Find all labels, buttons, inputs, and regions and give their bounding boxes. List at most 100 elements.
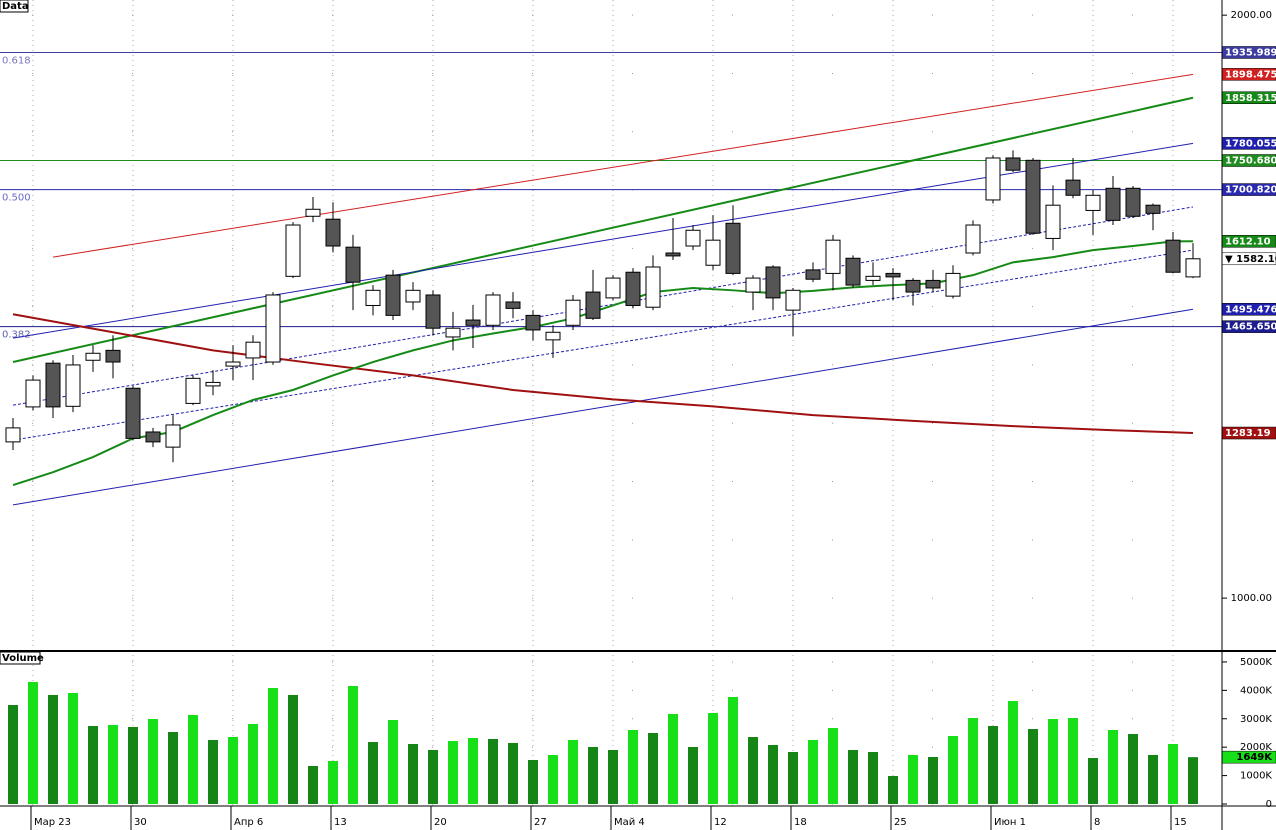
value-label: 1780.0550 (1225, 138, 1276, 149)
value-label: 1612.10 (1225, 236, 1271, 247)
trend-line (12, 308, 1194, 506)
x-tick-label: Апр 6 (234, 817, 263, 828)
volume-bar (608, 749, 618, 804)
volume-bar (1048, 718, 1058, 804)
value-label: 1858.3154 (1225, 93, 1276, 104)
y-tick-label: 1000.00 (1231, 593, 1272, 604)
candle-body (45, 362, 61, 408)
volume-bar (88, 725, 98, 804)
axis-area (1222, 0, 1276, 830)
volume-bar (428, 749, 438, 804)
candle-body (325, 218, 341, 247)
volume-bar (328, 760, 338, 804)
value-label: 1495.4766 (1225, 304, 1276, 315)
x-tick-label: Июн 1 (994, 817, 1026, 828)
candle-body (225, 361, 241, 367)
volume-bar (1148, 754, 1158, 804)
candle-body (705, 239, 721, 266)
fib-label: 0.618 (2, 55, 31, 66)
y-tick-label: 4000K (1240, 685, 1272, 696)
candle-body (425, 294, 441, 329)
candle-body (265, 294, 281, 363)
volume-bar (168, 732, 178, 804)
volume-bar (628, 729, 638, 804)
candle-body (845, 257, 861, 286)
candle-body (1185, 258, 1201, 278)
candle-body (165, 424, 181, 448)
volume-bar (1188, 757, 1198, 804)
candle-body (605, 277, 621, 299)
volume-bar (448, 740, 458, 804)
volume-bar (588, 747, 598, 804)
volume-bar (1068, 717, 1078, 804)
candle-body (245, 341, 261, 359)
candle-body (685, 229, 701, 247)
candle-body (1085, 194, 1101, 211)
candle-body (405, 289, 421, 303)
volume-bar (528, 759, 538, 804)
candle-body (925, 279, 941, 289)
value-label: ▼ 1582.10 (1225, 254, 1276, 265)
y-tick-label: 1000K (1240, 771, 1272, 782)
candle-body (985, 157, 1001, 201)
candle-body (125, 387, 141, 439)
candle-body (85, 352, 101, 361)
volume-bar (148, 718, 158, 804)
volume-bar (968, 717, 978, 804)
candle-body (945, 272, 961, 297)
trend-line (52, 73, 1194, 258)
x-tick-label: Май 4 (614, 817, 645, 828)
candle-body (1145, 204, 1161, 214)
volume-bar (108, 724, 118, 804)
volume-bar (1108, 729, 1118, 804)
trend-line (12, 96, 1194, 363)
value-label: 1750.6800 (1225, 156, 1276, 167)
x-tick-label: 12 (714, 817, 727, 828)
volume-bar (268, 687, 278, 804)
value-label: 1898.4756 (1225, 69, 1276, 80)
volume-bar (188, 714, 198, 804)
volume-bar (468, 738, 478, 804)
value-label: 1649K (1236, 752, 1273, 763)
value-label: 1283.19 (1225, 428, 1271, 439)
volume-bar (888, 775, 898, 804)
y-tick-label: 2000.00 (1231, 10, 1272, 21)
x-tick-label: 15 (1174, 817, 1187, 828)
volume-bar (28, 682, 38, 804)
candle-body (565, 299, 581, 326)
candle-body (725, 222, 741, 274)
panel-label: Data (2, 1, 29, 12)
candle-body (905, 279, 921, 293)
candle-body (825, 239, 841, 274)
candle-body (285, 224, 301, 277)
volume-bar (68, 692, 78, 804)
volume-bar (788, 752, 798, 804)
volume-bar (388, 719, 398, 804)
candle-body (1165, 239, 1181, 273)
volume-bar (808, 739, 818, 804)
candle-body (785, 289, 801, 311)
candle-body (1005, 157, 1021, 171)
candle-body (65, 364, 81, 407)
volume-bar (948, 735, 958, 804)
candle-body (1105, 187, 1121, 221)
value-label: 1700.8200 (1225, 185, 1276, 196)
volume-bar (708, 712, 718, 804)
trend-line (12, 249, 1194, 441)
volume-bar (548, 754, 558, 804)
x-tick-label: 13 (334, 817, 347, 828)
y-tick-label: 2000K (1240, 742, 1272, 753)
volume-bar (228, 737, 238, 804)
candle-body (625, 271, 641, 306)
volume-bar (128, 727, 138, 804)
candle-body (765, 266, 781, 299)
candle-body (665, 252, 681, 257)
volume-bar (908, 754, 918, 804)
y-tick-label: 0 (1266, 799, 1272, 810)
candle-body (585, 291, 601, 319)
price-panel: 0.618 0.500 0.382 (0, 51, 1222, 506)
y-tick-label: 5000K (1240, 657, 1272, 668)
candle-body (185, 377, 201, 404)
